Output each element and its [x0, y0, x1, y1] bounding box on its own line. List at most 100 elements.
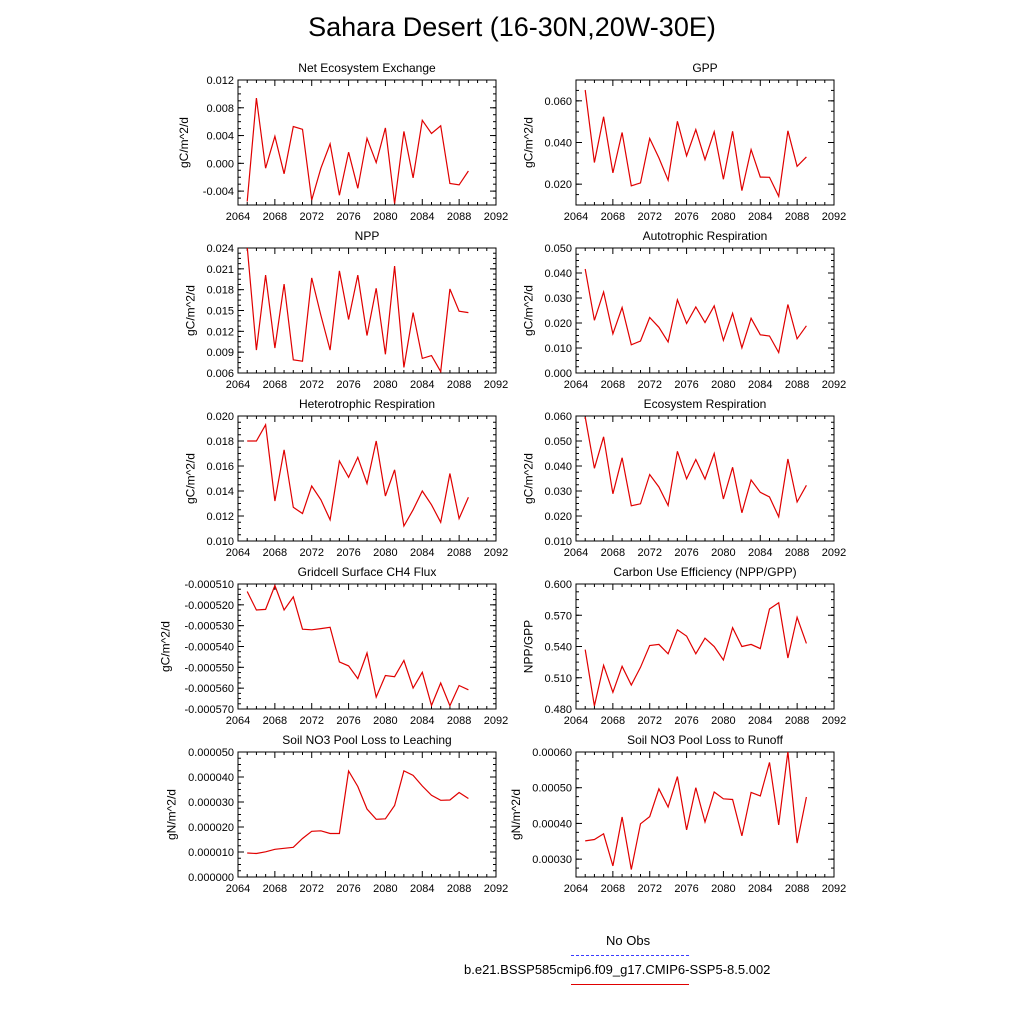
x-tick-label: 2092	[822, 715, 846, 727]
y-tick-label: 0.050	[544, 436, 572, 448]
y-tick-label: 0.000000	[188, 872, 234, 884]
x-tick-label: 2064	[564, 379, 588, 391]
x-tick-label: 2088	[447, 379, 471, 391]
y-axis-label: NPP/GPP	[522, 620, 536, 673]
y-tick-label: 0.014	[206, 486, 234, 498]
x-tick-label: 2076	[336, 547, 360, 559]
y-tick-label: 0.018	[206, 285, 234, 297]
panel-10: Soil NO3 Pool Loss to Runoff 2064 2068 2072…	[509, 733, 846, 895]
x-tick-label: 2076	[336, 883, 360, 895]
y-tick-label: 0.020	[544, 511, 572, 523]
x-tick-label: 2084	[410, 547, 434, 559]
x-tick-label: 2092	[484, 211, 508, 223]
x-tick-label: 2092	[484, 715, 508, 727]
series-line	[246, 584, 469, 708]
x-tick-label: 2072	[299, 883, 323, 895]
series-line	[246, 248, 469, 373]
panel-title: Gridcell Surface CH4 Flux	[298, 565, 437, 579]
series-line	[584, 89, 807, 199]
y-tick-label: -0.004	[203, 186, 234, 198]
panel-title: GPP	[692, 61, 717, 75]
x-tick-label: 2084	[410, 715, 434, 727]
x-tick-label: 2076	[674, 715, 698, 727]
y-tick-label: 0.020	[544, 318, 572, 330]
x-tick-label: 2088	[447, 715, 471, 727]
y-tick-label: 0.00050	[532, 783, 572, 795]
y-tick-label: 0.004	[206, 131, 234, 143]
y-tick-label: 0.050	[544, 243, 572, 255]
panel-title: NPP	[355, 229, 380, 243]
x-tick-label: 2080	[711, 883, 735, 895]
x-tick-label: 2064	[226, 379, 250, 391]
series-line	[584, 268, 807, 355]
y-tick-label: 0.015	[206, 306, 234, 318]
x-tick-label: 2088	[785, 715, 809, 727]
x-tick-label: 2084	[748, 715, 772, 727]
x-tick-label: 2076	[336, 379, 360, 391]
x-tick-label: 2068	[263, 715, 287, 727]
panel-4: Autotrophic Respiration 2064 2068 2072 2076 2…	[522, 229, 847, 391]
y-tick-label: 0.012	[206, 75, 234, 87]
x-tick-label: 2072	[637, 883, 661, 895]
plot-frame	[237, 751, 497, 878]
y-tick-label: 0.000	[206, 158, 234, 170]
x-tick-label: 2068	[601, 379, 625, 391]
panel-title: Heterotrophic Respiration	[299, 397, 435, 411]
series-line	[246, 98, 469, 204]
y-tick-label: 0.480	[544, 704, 572, 716]
y-tick-label: 0.024	[206, 243, 234, 255]
x-tick-label: 2080	[373, 883, 397, 895]
y-tick-label: 0.00030	[532, 854, 572, 866]
x-tick-label: 2080	[373, 211, 397, 223]
series-line	[247, 422, 469, 528]
x-tick-label: 2088	[447, 883, 471, 895]
y-axis-label: gC/m^2/d	[184, 453, 198, 504]
y-axis-label: gC/m^2/d	[177, 117, 191, 168]
x-tick-label: 2072	[299, 211, 323, 223]
panel-title: Carbon Use Efficiency (NPP/GPP)	[613, 565, 796, 579]
y-tick-label: 0.060	[544, 411, 572, 423]
y-tick-label: 0.00060	[532, 747, 572, 759]
y-tick-label: 0.009	[206, 347, 234, 359]
y-tick-label: -0.000560	[184, 683, 234, 695]
y-axis-label: gC/m^2/d	[184, 285, 198, 336]
panel-8: Carbon Use Efficiency (NPP/GPP) 2064 2068 2…	[522, 565, 847, 727]
y-axis-label: gN/m^2/d	[165, 789, 179, 840]
panel-5: Heterotrophic Respiration 2064 2068 2072 207…	[184, 397, 509, 559]
y-tick-label: 0.010	[544, 536, 572, 548]
y-tick-label: -0.000520	[184, 600, 234, 612]
y-tick-label: -0.000550	[184, 662, 234, 674]
x-tick-label: 2088	[785, 211, 809, 223]
x-tick-label: 2084	[410, 883, 434, 895]
panel-title: Net Ecosystem Exchange	[298, 61, 436, 75]
y-tick-label: 0.021	[206, 264, 234, 276]
x-tick-label: 2084	[748, 547, 772, 559]
x-tick-label: 2088	[447, 547, 471, 559]
x-tick-label: 2064	[226, 883, 250, 895]
x-tick-label: 2072	[637, 715, 661, 727]
x-tick-label: 2080	[373, 379, 397, 391]
y-tick-label: 0.030	[544, 486, 572, 498]
x-tick-label: 2092	[484, 883, 508, 895]
y-tick-label: 0.000040	[188, 772, 234, 784]
x-tick-label: 2064	[226, 547, 250, 559]
y-tick-label: 0.060	[544, 96, 572, 108]
x-tick-label: 2068	[601, 211, 625, 223]
x-tick-label: 2076	[674, 547, 698, 559]
x-tick-label: 2072	[299, 379, 323, 391]
y-tick-label: 0.570	[544, 610, 572, 622]
panel-9: Soil NO3 Pool Loss to Leaching 2064 2068 20…	[165, 733, 509, 895]
x-tick-label: 2088	[447, 211, 471, 223]
y-tick-label: 0.040	[544, 268, 572, 280]
x-tick-label: 2064	[226, 715, 250, 727]
x-tick-label: 2064	[564, 883, 588, 895]
plot-frame	[575, 583, 835, 710]
x-tick-label: 2088	[785, 379, 809, 391]
x-tick-label: 2072	[637, 547, 661, 559]
panel-2: GPP 2064 2068 2072 2076 2080 2084 2088 2092 0.020…	[522, 61, 847, 223]
x-tick-label: 2084	[748, 211, 772, 223]
y-tick-label: 0.540	[544, 642, 572, 654]
panel-title: Ecosystem Respiration	[644, 397, 767, 411]
x-tick-label: 2080	[711, 547, 735, 559]
